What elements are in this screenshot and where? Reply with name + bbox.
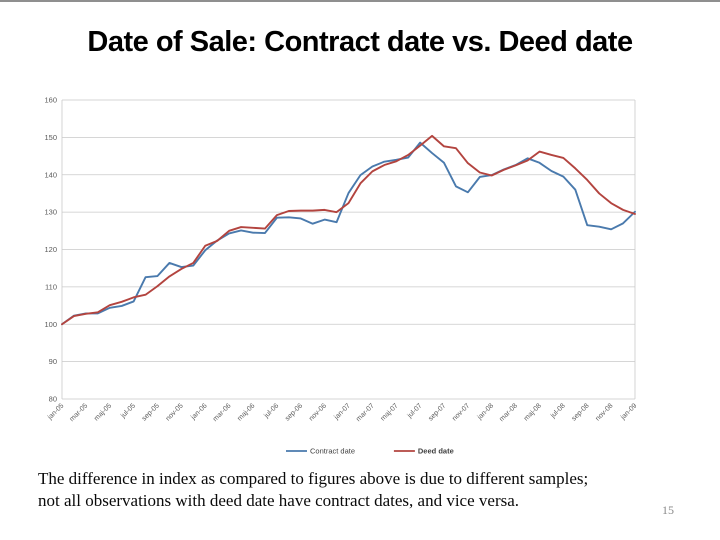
x-tick-label: mar-05 — [69, 402, 90, 423]
slide-body-text: The difference in index as compared to f… — [38, 468, 668, 512]
x-tick-label: mar-07 — [355, 402, 376, 423]
x-tick-label: jul-05 — [119, 402, 137, 420]
gridlines — [61, 99, 636, 400]
sales-index-chart: 80 90 100 110 120 130 140 150 160 jan-05 mar-05 maj… — [30, 88, 650, 466]
page-number: 15 — [662, 503, 674, 517]
series-line-deed-date — [61, 134, 636, 326]
x-tick-label: jan-09 — [619, 402, 638, 421]
x-tick-label: jul-08 — [549, 402, 567, 420]
x-tick-label: jul-07 — [406, 402, 424, 420]
x-tick-label: jan-08 — [476, 402, 495, 421]
slide-top-border — [0, 0, 720, 2]
x-tick-label: sep-06 — [284, 402, 304, 422]
y-tick-label: 130 — [44, 208, 57, 217]
x-tick-label: jul-06 — [263, 402, 281, 420]
y-tick-label: 100 — [44, 320, 57, 329]
y-tick-label: 110 — [45, 282, 57, 291]
legend-item-deed-date: Deed date — [393, 447, 454, 456]
y-tick-label: 120 — [44, 245, 57, 254]
legend-item-contract-date: Contract date — [286, 447, 355, 456]
x-axis-labels: jan-05 mar-05 maj-05 jul-05 sep-05 nov-05 jan-… — [46, 402, 638, 423]
legend-label: Deed date — [418, 447, 454, 456]
x-tick-label: sep-08 — [571, 402, 591, 422]
y-tick-label: 90 — [49, 357, 57, 366]
x-tick-label: mar-08 — [498, 402, 519, 423]
x-tick-label: nov-06 — [308, 402, 328, 422]
y-axis-labels: 80 90 100 110 120 130 140 150 160 — [44, 96, 57, 404]
y-tick-label: 160 — [44, 96, 57, 105]
x-tick-label: maj-07 — [380, 402, 400, 422]
legend-label: Contract date — [310, 447, 355, 456]
x-tick-label: jan-07 — [332, 402, 351, 421]
x-tick-label: maj-06 — [236, 402, 256, 422]
slide-title: Date of Sale: Contract date vs. Deed dat… — [87, 26, 633, 58]
x-tick-label: maj-05 — [93, 402, 113, 422]
x-tick-label: nov-07 — [451, 402, 471, 422]
x-tick-label: sep-07 — [427, 402, 447, 422]
y-tick-label: 140 — [44, 170, 57, 179]
y-tick-label: 150 — [44, 133, 57, 142]
series-line-contract-date — [61, 141, 636, 326]
body-text-line-1: The difference in index as compared to f… — [38, 469, 589, 488]
body-text-line-2: not all observations with deed date have… — [38, 491, 520, 510]
x-tick-label: sep-05 — [141, 402, 161, 422]
x-tick-label: nov-05 — [165, 402, 185, 422]
x-tick-label: nov-08 — [594, 402, 614, 422]
chart-legend: Contract date Deed date — [286, 447, 454, 456]
x-tick-label: mar-06 — [212, 402, 233, 423]
x-tick-label: jan-06 — [189, 402, 208, 421]
x-tick-label: maj-08 — [523, 402, 543, 422]
y-tick-label: 80 — [49, 395, 57, 404]
x-tick-label: jan-05 — [46, 402, 65, 421]
